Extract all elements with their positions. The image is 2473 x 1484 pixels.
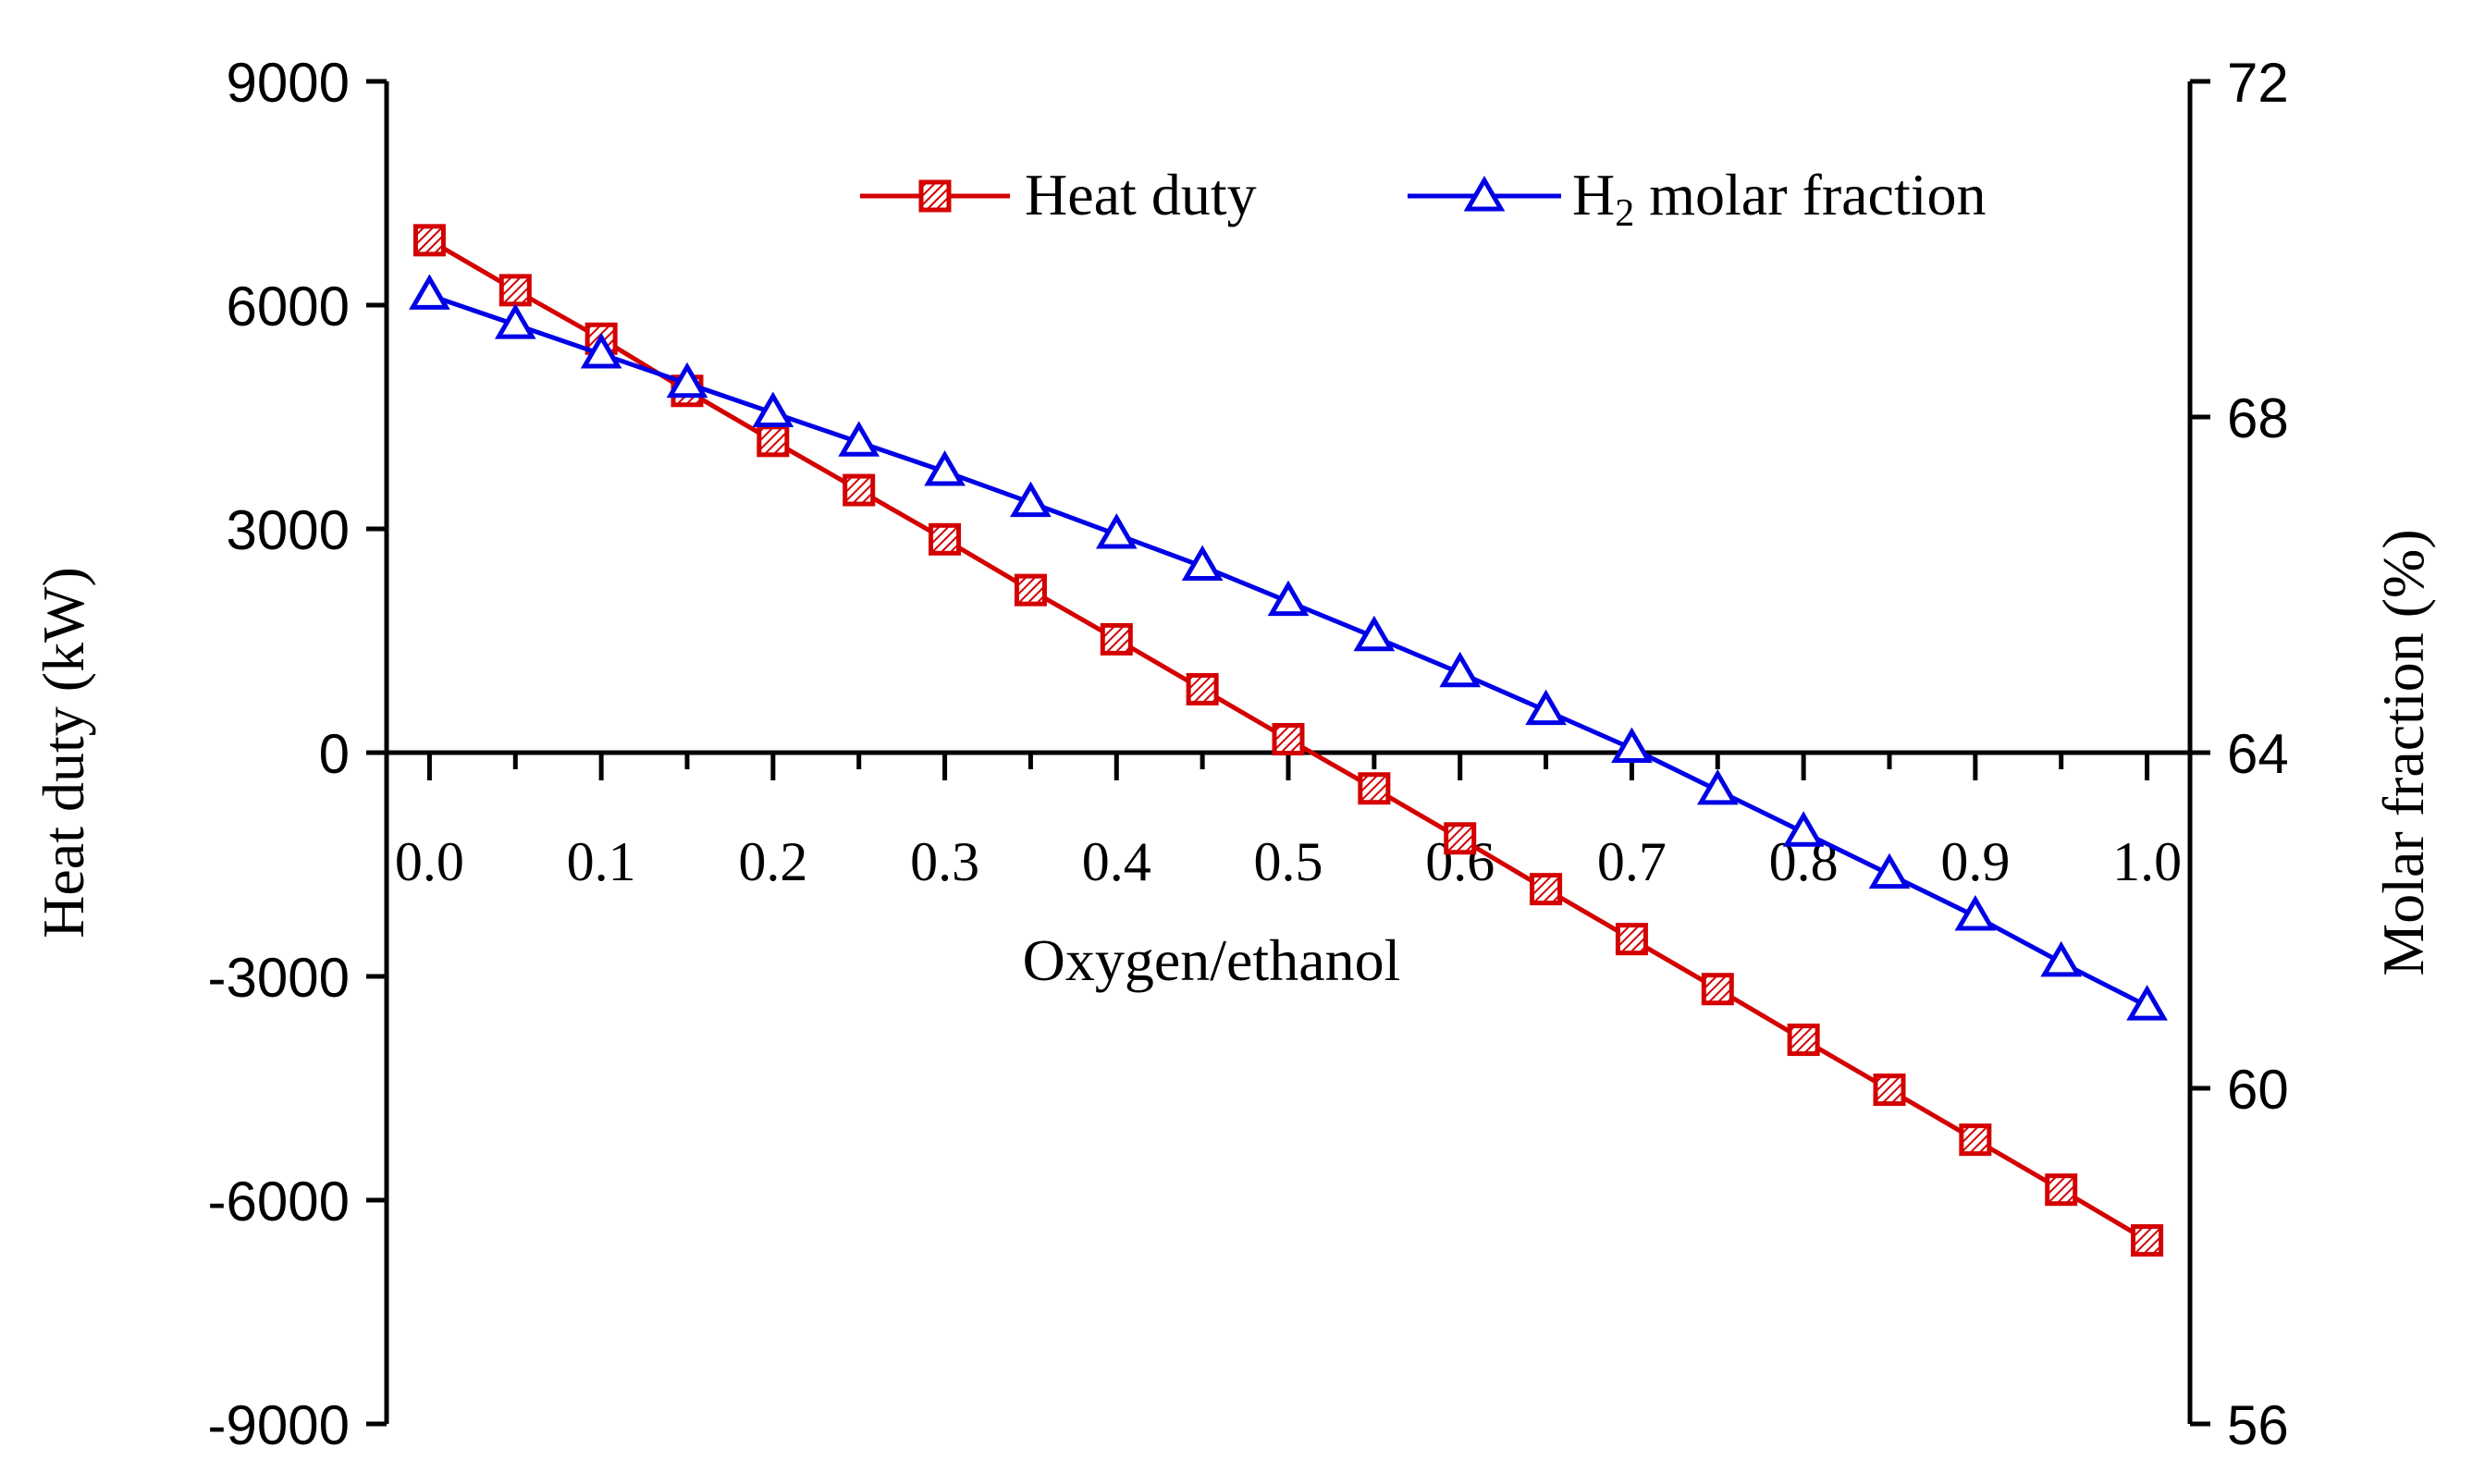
data-point-heat-duty — [1873, 1073, 1906, 1107]
data-point-heat-duty — [1615, 923, 1648, 956]
right-axis-ticks: 56 60 64 68 72 — [2190, 52, 2289, 1456]
series-h2-fraction — [409, 274, 2168, 1021]
data-point-heat-duty — [1014, 573, 1047, 607]
data-point-heat-duty — [929, 522, 962, 556]
data-point-heat-duty — [1358, 772, 1391, 805]
right-tick-label: 64 — [2227, 723, 2289, 785]
legend-item-heat-duty: Heat duty — [860, 162, 1257, 227]
data-point-h2-fraction — [494, 303, 536, 339]
left-tick-label: -6000 — [208, 1171, 350, 1233]
right-tick-label: 60 — [2227, 1059, 2289, 1121]
series-layer — [409, 224, 2168, 1257]
data-point-h2-fraction — [924, 450, 966, 486]
data-point-heat-duty — [757, 424, 790, 458]
legend-h2-rest: molar fraction — [1634, 162, 1986, 227]
data-point-h2-fraction — [1439, 651, 1482, 688]
left-tick-label: 0 — [319, 723, 350, 785]
legend-label-heat-duty: Heat duty — [1025, 162, 1257, 227]
left-axis-title: Heat duty (kW) — [31, 567, 96, 938]
data-point-heat-duty — [2131, 1224, 2164, 1257]
left-tick-label: 3000 — [227, 499, 350, 561]
data-point-heat-duty — [1530, 873, 1563, 906]
x-tick-label: 0.1 — [567, 831, 636, 892]
x-tick-label: 1.0 — [2112, 831, 2182, 892]
right-axis-title: Molar fraction (%) — [2370, 529, 2436, 975]
data-point-heat-duty — [1100, 622, 1133, 656]
left-tick-label: 6000 — [227, 276, 350, 337]
x-axis-title: Oxygen/ethanol — [1023, 927, 1401, 993]
left-tick-label: -3000 — [208, 947, 350, 1009]
data-point-h2-fraction — [409, 274, 450, 310]
data-point-heat-duty — [2045, 1173, 2078, 1207]
data-point-heat-duty — [1959, 1123, 1992, 1157]
data-point-h2-fraction — [1954, 894, 1997, 931]
data-point-heat-duty — [1701, 973, 1734, 1006]
data-point-heat-duty — [1272, 722, 1305, 755]
legend-h2-main: H — [1572, 162, 1615, 227]
data-point-h2-fraction — [1525, 689, 1567, 726]
data-point-h2-fraction — [1868, 852, 1911, 889]
data-point-heat-duty — [1444, 822, 1477, 855]
data-point-h2-fraction — [2040, 940, 2083, 977]
legend-h2-subscript: 2 — [1615, 192, 1634, 235]
data-point-h2-fraction — [1010, 481, 1052, 518]
data-point-heat-duty — [843, 473, 876, 507]
right-tick-label: 68 — [2227, 387, 2289, 449]
data-point-heat-duty — [1186, 672, 1219, 705]
left-tick-label: -9000 — [208, 1394, 350, 1456]
left-tick-label: 9000 — [227, 52, 350, 114]
legend-item-h2: H2 molar fraction — [1408, 162, 1987, 235]
x-tick-label: 0.4 — [1082, 831, 1151, 892]
x-axis-ticks: 0.0 0.1 0.2 0.3 0.4 0.5 0.6 0.7 0.8 0.9 1.0 — [395, 753, 2182, 892]
data-point-h2-fraction — [1095, 513, 1138, 549]
data-point-h2-fraction — [1181, 545, 1224, 582]
data-point-heat-duty — [412, 224, 446, 257]
data-point-h2-fraction — [1782, 811, 1825, 847]
legend: Heat duty H2 molar fraction — [860, 162, 1987, 235]
data-point-h2-fraction — [1353, 615, 1396, 652]
x-tick-label: 0.2 — [738, 831, 807, 892]
legend-marker-heat-duty — [918, 179, 952, 213]
legend-label-h2: H2 molar fraction — [1572, 162, 1987, 235]
data-point-heat-duty — [498, 274, 532, 307]
data-point-h2-fraction — [580, 332, 622, 369]
right-tick-label: 56 — [2227, 1394, 2289, 1456]
x-tick-label: 0.3 — [910, 831, 979, 892]
x-tick-label: 0.5 — [1254, 831, 1323, 892]
series-heat-duty — [412, 224, 2164, 1257]
data-point-h2-fraction — [838, 421, 880, 457]
right-tick-label: 72 — [2227, 52, 2289, 114]
data-point-h2-fraction — [1696, 768, 1739, 805]
data-point-h2-fraction — [666, 362, 708, 399]
x-tick-label: 0.0 — [395, 831, 464, 892]
data-point-heat-duty — [1787, 1024, 1820, 1057]
data-point-h2-fraction — [2126, 985, 2168, 1021]
x-tick-label: 0.9 — [1940, 831, 2010, 892]
data-point-h2-fraction — [1267, 580, 1310, 617]
data-point-h2-fraction — [1611, 727, 1653, 763]
left-axis-ticks: -9000 -6000 -3000 0 3000 6000 9000 — [208, 52, 387, 1456]
legend-marker-h2 — [1463, 176, 1506, 212]
x-tick-label: 0.7 — [1597, 831, 1667, 892]
data-point-h2-fraction — [752, 391, 794, 427]
